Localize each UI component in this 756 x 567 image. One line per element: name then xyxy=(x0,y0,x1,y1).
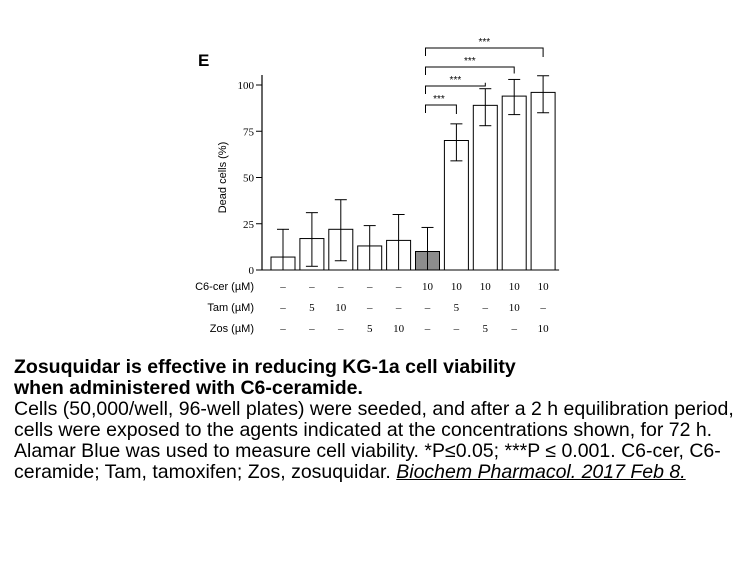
condition-value: 10 xyxy=(509,281,521,293)
condition-value: 5 xyxy=(367,323,373,335)
condition-value: 5 xyxy=(483,323,489,335)
significance-label: *** xyxy=(450,75,462,86)
condition-value: – xyxy=(366,302,373,314)
condition-value: – xyxy=(366,281,373,293)
y-tick-label: 100 xyxy=(238,80,255,92)
condition-value: 10 xyxy=(538,323,550,335)
condition-value: – xyxy=(482,302,489,314)
caption-body-text: Cells (50,000/well, 96-well plates) were… xyxy=(14,398,734,483)
caption-title: Zosuquidar is effective in reducing KG-1… xyxy=(14,357,754,399)
condition-row-label: Tam (µM) xyxy=(207,302,254,314)
condition-value: – xyxy=(453,323,460,335)
caption-body: Cells (50,000/well, 96-well plates) were… xyxy=(14,399,754,483)
condition-value: – xyxy=(279,302,286,314)
significance-label: *** xyxy=(478,37,490,48)
condition-value: – xyxy=(424,302,431,314)
significance-label: *** xyxy=(464,56,476,67)
condition-row-label: Zos (µM) xyxy=(210,323,254,335)
significance-bracket xyxy=(425,104,457,114)
condition-value: 10 xyxy=(422,281,434,293)
condition-value: 10 xyxy=(451,281,463,293)
caption-title-line-2: when administered with C6-ceramide. xyxy=(14,377,363,399)
condition-value: 10 xyxy=(393,323,405,335)
panel-label: E xyxy=(198,51,209,70)
condition-value: – xyxy=(395,281,402,293)
significance-bracket xyxy=(425,47,544,57)
condition-value: 10 xyxy=(538,281,550,293)
condition-value: 5 xyxy=(454,302,460,314)
condition-value: – xyxy=(308,323,315,335)
y-tick-label: 25 xyxy=(243,219,255,231)
bar xyxy=(472,104,498,271)
condition-value: – xyxy=(539,302,546,314)
citation-link[interactable]: Biochem Pharmacol. 2017 Feb 8. xyxy=(396,461,686,483)
condition-value: – xyxy=(337,323,344,335)
condition-value: 10 xyxy=(335,302,347,314)
condition-value: – xyxy=(337,281,344,293)
condition-value: 5 xyxy=(309,302,315,314)
condition-row-label: C6-cer (µM) xyxy=(195,281,254,293)
y-tick-label: 50 xyxy=(243,173,255,185)
condition-value: – xyxy=(308,281,315,293)
bar xyxy=(530,91,556,271)
condition-value: – xyxy=(510,323,517,335)
significance-label: *** xyxy=(433,94,445,105)
condition-value: 10 xyxy=(509,302,521,314)
figure-caption: Zosuquidar is effective in reducing KG-1… xyxy=(14,357,754,483)
caption-title-line-1: Zosuquidar is effective in reducing KG-1… xyxy=(14,356,516,378)
condition-value: – xyxy=(424,323,431,335)
y-tick-label: 75 xyxy=(243,126,255,138)
condition-value: – xyxy=(279,323,286,335)
condition-value: – xyxy=(395,302,402,314)
significance-bracket xyxy=(425,66,515,75)
condition-value: 10 xyxy=(480,281,492,293)
bar xyxy=(501,95,527,271)
y-axis-label: Dead cells (%) xyxy=(217,142,229,214)
condition-value: – xyxy=(279,281,286,293)
significance-bracket xyxy=(425,82,486,94)
y-tick-label: 0 xyxy=(249,265,255,277)
